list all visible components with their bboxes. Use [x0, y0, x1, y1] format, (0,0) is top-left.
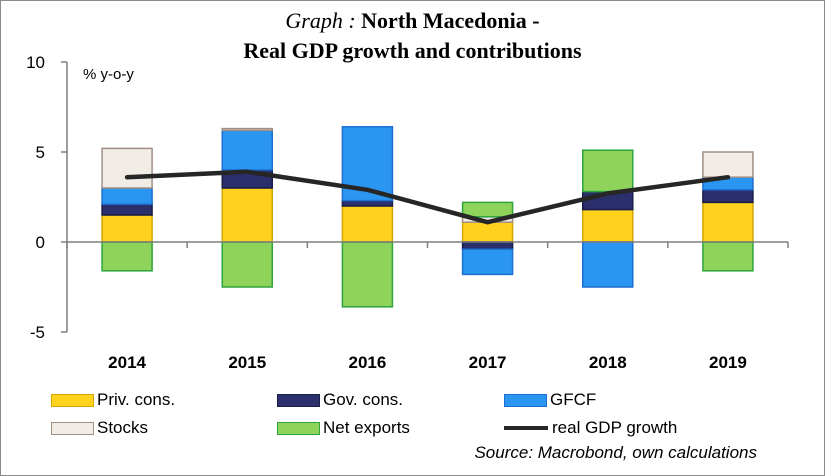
bar-net-exports-2014: [101, 241, 153, 272]
x-tick-label-2015: 2015: [228, 353, 266, 372]
legend-label-real-gdp: real GDP growth: [552, 418, 678, 437]
bar-priv-cons-2015: [221, 187, 273, 243]
legend-item-real-gdp: real GDP growth: [504, 418, 677, 438]
line-real-gdp-growth: [124, 169, 731, 225]
legend-item-stocks: Stocks: [51, 418, 148, 438]
bar-stocks-2015: [221, 127, 273, 132]
x-tick-label-2018: 2018: [589, 353, 627, 372]
legend-item-priv-cons: Priv. cons.: [51, 390, 175, 410]
bar-priv-cons-2016: [341, 205, 394, 243]
y-axis-label: % y-o-y: [83, 66, 134, 83]
chart-title-line1: Graph : North Macedonia -: [0, 8, 825, 34]
source-note: Source: Macrobond, own calculations: [474, 443, 757, 462]
legend-label-gfcf: GFCF: [550, 390, 597, 409]
bar-gfcf-2017: [461, 248, 514, 276]
legend-swatch-gfcf: [504, 393, 547, 407]
bar-priv-cons-2017: [461, 221, 514, 243]
legend-item-gfcf: GFCF: [504, 390, 596, 410]
bar-priv-cons-2014: [101, 214, 153, 243]
bar-gov-cons-2017: [461, 241, 514, 250]
bar-gov-cons-2016: [341, 199, 394, 207]
bar-stocks-2019: [702, 151, 754, 178]
legend-item-net-exports: Net exports: [277, 418, 410, 438]
bar-net-exports-2018: [582, 149, 634, 193]
chart-title-line2: Real GDP growth and contributions: [243, 38, 582, 63]
y-tick-label: 10: [26, 53, 45, 72]
bar-gov-cons-2014: [101, 203, 153, 216]
x-tick-label-2014: 2014: [108, 353, 146, 372]
y-tick-label: 0: [36, 233, 45, 252]
bar-gfcf-2018: [582, 241, 634, 288]
legend-swatch-net-exports: [277, 421, 320, 435]
title-prefix: Graph :: [285, 8, 356, 33]
x-tick-label-2017: 2017: [469, 353, 507, 372]
legend-label-priv-cons: Priv. cons.: [97, 390, 176, 409]
legend-swatch-gov-cons: [277, 393, 320, 407]
x-tick-label-2019: 2019: [709, 353, 747, 372]
bar-priv-cons-2019: [702, 201, 754, 243]
bar-gfcf-2015: [221, 129, 273, 171]
bar-net-exports-2017: [461, 201, 514, 218]
legend-label-stocks: Stocks: [97, 418, 149, 437]
bar-stocks-2014: [101, 147, 153, 189]
bar-gov-cons-2019: [702, 189, 754, 204]
legend-label-net-exports: Net exports: [323, 418, 410, 437]
legend-swatch-priv-cons: [51, 393, 94, 407]
bar-priv-cons-2018: [582, 208, 634, 243]
bar-net-exports-2016: [341, 241, 394, 308]
legend-label-gov-cons: Gov. cons.: [323, 390, 403, 409]
legend-item-gov-cons: Gov. cons.: [277, 390, 403, 410]
bar-net-exports-2019: [702, 241, 754, 272]
bar-gfcf-2014: [101, 187, 153, 205]
legend-swatch-stocks: [51, 421, 94, 435]
title-main: North Macedonia -: [361, 8, 540, 33]
bar-net-exports-2015: [221, 241, 273, 288]
legend-swatch-real-gdp: [504, 426, 548, 430]
y-tick-label: 5: [36, 143, 45, 162]
x-tick-label-2016: 2016: [349, 353, 387, 372]
y-tick-label: -5: [30, 323, 45, 342]
